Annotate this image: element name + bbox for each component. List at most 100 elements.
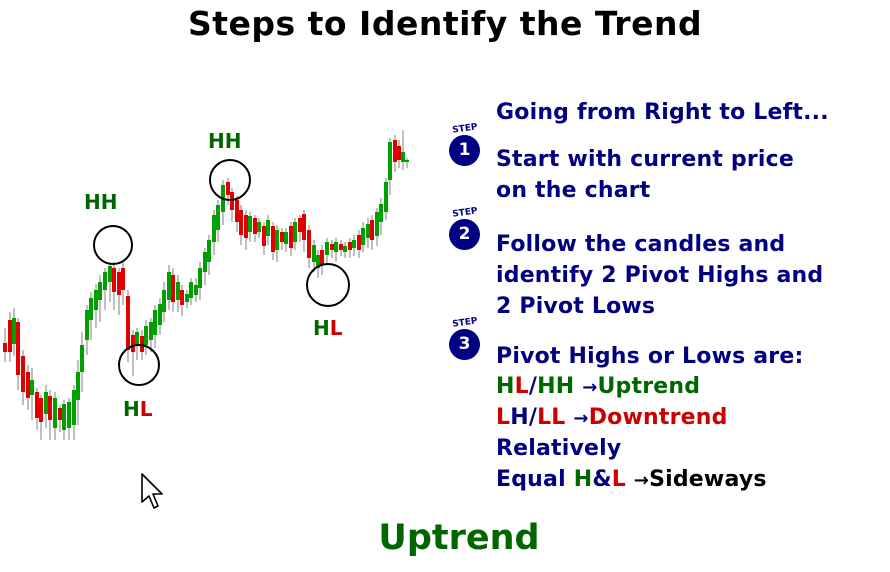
candle-bearish — [330, 244, 334, 250]
candle-bearish — [226, 182, 230, 195]
candle-bearish — [112, 268, 116, 292]
candle-bearish — [393, 140, 397, 162]
candle-bullish — [12, 318, 16, 344]
candle-bearish — [280, 232, 284, 242]
candle-bullish — [89, 298, 93, 320]
pivot-label-hl-1-l: L — [139, 397, 153, 421]
uptrend-l: L — [514, 374, 529, 399]
candle-bullish — [80, 345, 84, 372]
mouse-pointer-icon — [141, 473, 163, 509]
candle-bullish — [53, 398, 57, 428]
pivot-label-hl-2: HL — [313, 316, 343, 340]
candle-bullish — [108, 266, 112, 282]
candle-bearish — [3, 343, 7, 352]
candle-bearish — [35, 392, 39, 418]
candle-bearish — [298, 218, 302, 232]
candle-bullish — [162, 290, 166, 312]
uptrend-h: H — [496, 374, 515, 399]
pivot-label-hl-1-h: H — [123, 397, 140, 421]
candle-bearish — [58, 408, 62, 420]
candle-bullish — [203, 252, 207, 272]
candle-bullish — [384, 182, 388, 212]
candle-bullish — [293, 222, 297, 242]
candle-bullish — [167, 272, 171, 300]
pivot-circle — [209, 159, 251, 201]
downtrend-slash: / — [528, 405, 538, 430]
step-3-number: 3 — [449, 329, 480, 360]
candle-bearish — [320, 250, 324, 265]
candle-bullish — [103, 272, 107, 290]
candle-bearish — [230, 192, 234, 210]
step-3-uptrend-rule: HL/HH →Uptrend — [496, 374, 700, 399]
pivot-label-hl-1: HL — [123, 397, 153, 421]
candle-bearish — [16, 322, 20, 375]
trend-result-label: Uptrend — [378, 518, 540, 558]
candle-bearish — [339, 244, 343, 250]
candle-bearish — [262, 226, 266, 246]
step-2-line-2: identify 2 Pivot Highs and — [496, 263, 824, 288]
candle-bullish — [375, 212, 379, 236]
candle-bullish — [153, 310, 157, 335]
candle-bearish — [39, 398, 43, 422]
candle-bearish — [235, 200, 239, 222]
pivot-label-hl-2-h: H — [313, 316, 330, 340]
step-2-badge: STEP 2 — [446, 206, 486, 260]
candle-bearish — [244, 215, 248, 238]
candle-bullish — [216, 205, 220, 230]
candle-bullish — [312, 245, 316, 262]
step-1-number: 1 — [449, 135, 480, 166]
candle-bearish — [171, 275, 175, 302]
step-2-line-1: Follow the candles and — [496, 232, 786, 257]
candle-bullish — [352, 240, 356, 248]
candle-bearish — [126, 296, 130, 350]
candle-bullish — [257, 222, 261, 232]
step-3-downtrend-rule: LH/LL →Downtrend — [496, 405, 728, 430]
step-1-line-2: Start with current price — [496, 147, 794, 172]
pivot-circle — [306, 263, 350, 307]
step-3-heading: Pivot Highs or Lows are: — [496, 344, 804, 369]
uptrend-result: Uptrend — [597, 374, 701, 399]
downtrend-result: Downtrend — [588, 405, 728, 430]
candle-bullish — [379, 204, 383, 222]
pivot-label-hh-1-text: HH — [84, 190, 118, 214]
candle-bearish — [26, 372, 30, 398]
candle-bullish — [72, 390, 76, 425]
step-2-line-3: 2 Pivot Lows — [496, 294, 656, 319]
candle-bearish — [253, 218, 257, 234]
candle-bullish — [185, 294, 189, 302]
candle-bullish — [284, 232, 288, 244]
candle-bullish — [44, 392, 48, 414]
candle-bullish — [334, 242, 338, 252]
candle-bullish — [158, 304, 162, 325]
candle-bullish — [366, 224, 370, 238]
candle-bullish — [176, 282, 180, 300]
candle-bullish — [266, 220, 270, 236]
candle-bearish — [397, 146, 401, 160]
candle-bearish — [21, 356, 25, 392]
candle-bullish — [189, 282, 193, 298]
step-1-badge: STEP 1 — [446, 122, 486, 176]
candle-bullish — [248, 216, 252, 232]
candle-bullish — [62, 404, 66, 430]
candle-bearish — [307, 230, 311, 258]
pivot-circle — [93, 225, 133, 265]
candle-bullish — [67, 402, 71, 428]
candle-bearish — [131, 335, 135, 352]
candle-bullish — [135, 332, 139, 345]
candle-bearish — [357, 235, 361, 250]
candle-bearish — [8, 320, 12, 352]
candle-bullish — [30, 380, 34, 395]
candle-bearish — [348, 242, 352, 250]
candle-bullish — [76, 372, 80, 400]
candle-bullish — [85, 310, 89, 340]
arrow-right-icon: → — [582, 377, 598, 398]
step-3-badge: STEP 3 — [446, 316, 486, 370]
candle-bullish — [212, 215, 216, 242]
step-3-sideways-rule: Equal H&L →Sideways — [496, 467, 767, 492]
candle-bullish — [275, 230, 279, 250]
arrow-right-icon: → — [633, 470, 650, 491]
candle-bearish — [271, 226, 275, 252]
pivot-label-hh-2: HH — [208, 129, 241, 153]
candle-bearish — [140, 336, 144, 352]
candle-bullish — [194, 285, 198, 295]
